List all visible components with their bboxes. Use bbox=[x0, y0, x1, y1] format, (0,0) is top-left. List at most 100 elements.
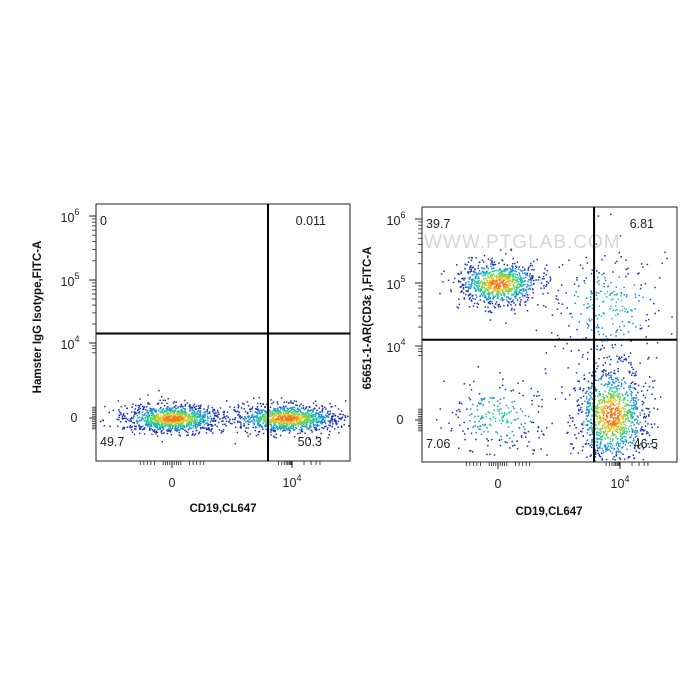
event-dot bbox=[187, 417, 189, 420]
event-dot bbox=[635, 432, 637, 434]
event-dot bbox=[495, 431, 497, 433]
event-dot bbox=[166, 429, 168, 432]
event-dot bbox=[302, 407, 305, 409]
event-dot bbox=[505, 274, 507, 276]
event-dot bbox=[618, 356, 620, 359]
event-dot bbox=[280, 424, 282, 427]
event-dot bbox=[585, 424, 587, 426]
event-dot bbox=[497, 306, 500, 308]
event-dot bbox=[288, 432, 291, 434]
event-dot bbox=[621, 356, 623, 358]
event-dot bbox=[505, 299, 508, 301]
event-dot bbox=[329, 424, 332, 427]
event-dot bbox=[509, 437, 511, 439]
event-dot bbox=[200, 419, 202, 421]
event-dot bbox=[183, 416, 185, 418]
event-dot bbox=[142, 428, 144, 431]
event-dot bbox=[621, 427, 623, 430]
event-dot bbox=[276, 426, 279, 428]
event-dot bbox=[496, 282, 499, 284]
event-dot bbox=[313, 418, 316, 421]
event-dot bbox=[263, 420, 265, 423]
event-dot bbox=[297, 425, 300, 427]
event-dot bbox=[188, 417, 190, 419]
event-dot bbox=[618, 392, 621, 395]
event-dot bbox=[597, 422, 600, 425]
event-dot bbox=[605, 450, 607, 452]
event-dot bbox=[517, 417, 519, 420]
event-dot bbox=[533, 282, 535, 285]
event-dot bbox=[631, 430, 634, 432]
event-dot bbox=[610, 292, 612, 295]
event-dot bbox=[641, 403, 644, 406]
event-dot bbox=[485, 284, 488, 286]
event-dot bbox=[623, 358, 625, 361]
event-dot bbox=[198, 432, 200, 435]
event-dot bbox=[503, 294, 505, 296]
event-dot bbox=[603, 400, 606, 402]
event-dot bbox=[637, 445, 639, 447]
event-dot bbox=[606, 442, 609, 445]
event-dot bbox=[516, 285, 518, 287]
event-dot bbox=[604, 405, 606, 408]
event-dot bbox=[468, 397, 471, 399]
event-dot bbox=[464, 267, 466, 270]
event-dot bbox=[321, 405, 324, 408]
event-dot bbox=[531, 284, 533, 286]
event-dot bbox=[621, 441, 623, 443]
event-dot bbox=[274, 413, 276, 416]
event-dot bbox=[489, 277, 492, 280]
event-dot bbox=[272, 425, 275, 427]
event-dot bbox=[604, 362, 607, 364]
event-dot bbox=[306, 424, 308, 426]
event-dot bbox=[484, 310, 487, 312]
event-dot bbox=[285, 411, 287, 414]
event-dot bbox=[211, 428, 213, 430]
event-dot bbox=[632, 412, 634, 414]
event-dot bbox=[589, 403, 592, 405]
event-dot bbox=[172, 421, 175, 424]
event-dot bbox=[156, 414, 158, 416]
event-dot bbox=[622, 416, 624, 418]
event-dot bbox=[585, 277, 588, 279]
event-dot bbox=[582, 388, 585, 390]
event-dot bbox=[312, 423, 315, 426]
event-dot bbox=[605, 373, 607, 375]
event-dot bbox=[275, 433, 277, 435]
event-dot bbox=[569, 336, 572, 338]
event-dot bbox=[543, 272, 545, 274]
event-dot bbox=[260, 405, 263, 407]
event-dot bbox=[624, 420, 626, 422]
event-dot bbox=[621, 433, 624, 436]
event-dot bbox=[161, 424, 164, 426]
event-dot bbox=[154, 414, 156, 417]
event-dot bbox=[508, 273, 510, 275]
event-dot bbox=[312, 410, 314, 412]
event-dot bbox=[644, 420, 647, 423]
event-dot bbox=[473, 279, 475, 281]
event-dot bbox=[609, 416, 611, 419]
event-dot bbox=[610, 410, 612, 413]
event-dot bbox=[624, 415, 626, 417]
event-dot bbox=[601, 416, 603, 419]
event-dot bbox=[589, 421, 591, 424]
event-dot bbox=[633, 387, 636, 389]
event-dot bbox=[215, 412, 217, 414]
event-dot bbox=[613, 413, 615, 415]
event-dot bbox=[460, 291, 462, 293]
event-dot bbox=[637, 416, 639, 418]
event-dot bbox=[151, 418, 153, 420]
event-dot bbox=[272, 412, 274, 415]
event-dot bbox=[139, 407, 141, 410]
event-dot bbox=[618, 358, 620, 360]
event-dot bbox=[145, 423, 148, 426]
event-dot bbox=[252, 416, 255, 419]
event-dot bbox=[499, 444, 502, 447]
event-dot bbox=[145, 415, 147, 417]
event-dot bbox=[634, 429, 637, 432]
event-dot bbox=[490, 276, 493, 279]
event-dot bbox=[625, 275, 627, 278]
event-dot bbox=[635, 383, 637, 385]
event-dot bbox=[588, 318, 590, 320]
